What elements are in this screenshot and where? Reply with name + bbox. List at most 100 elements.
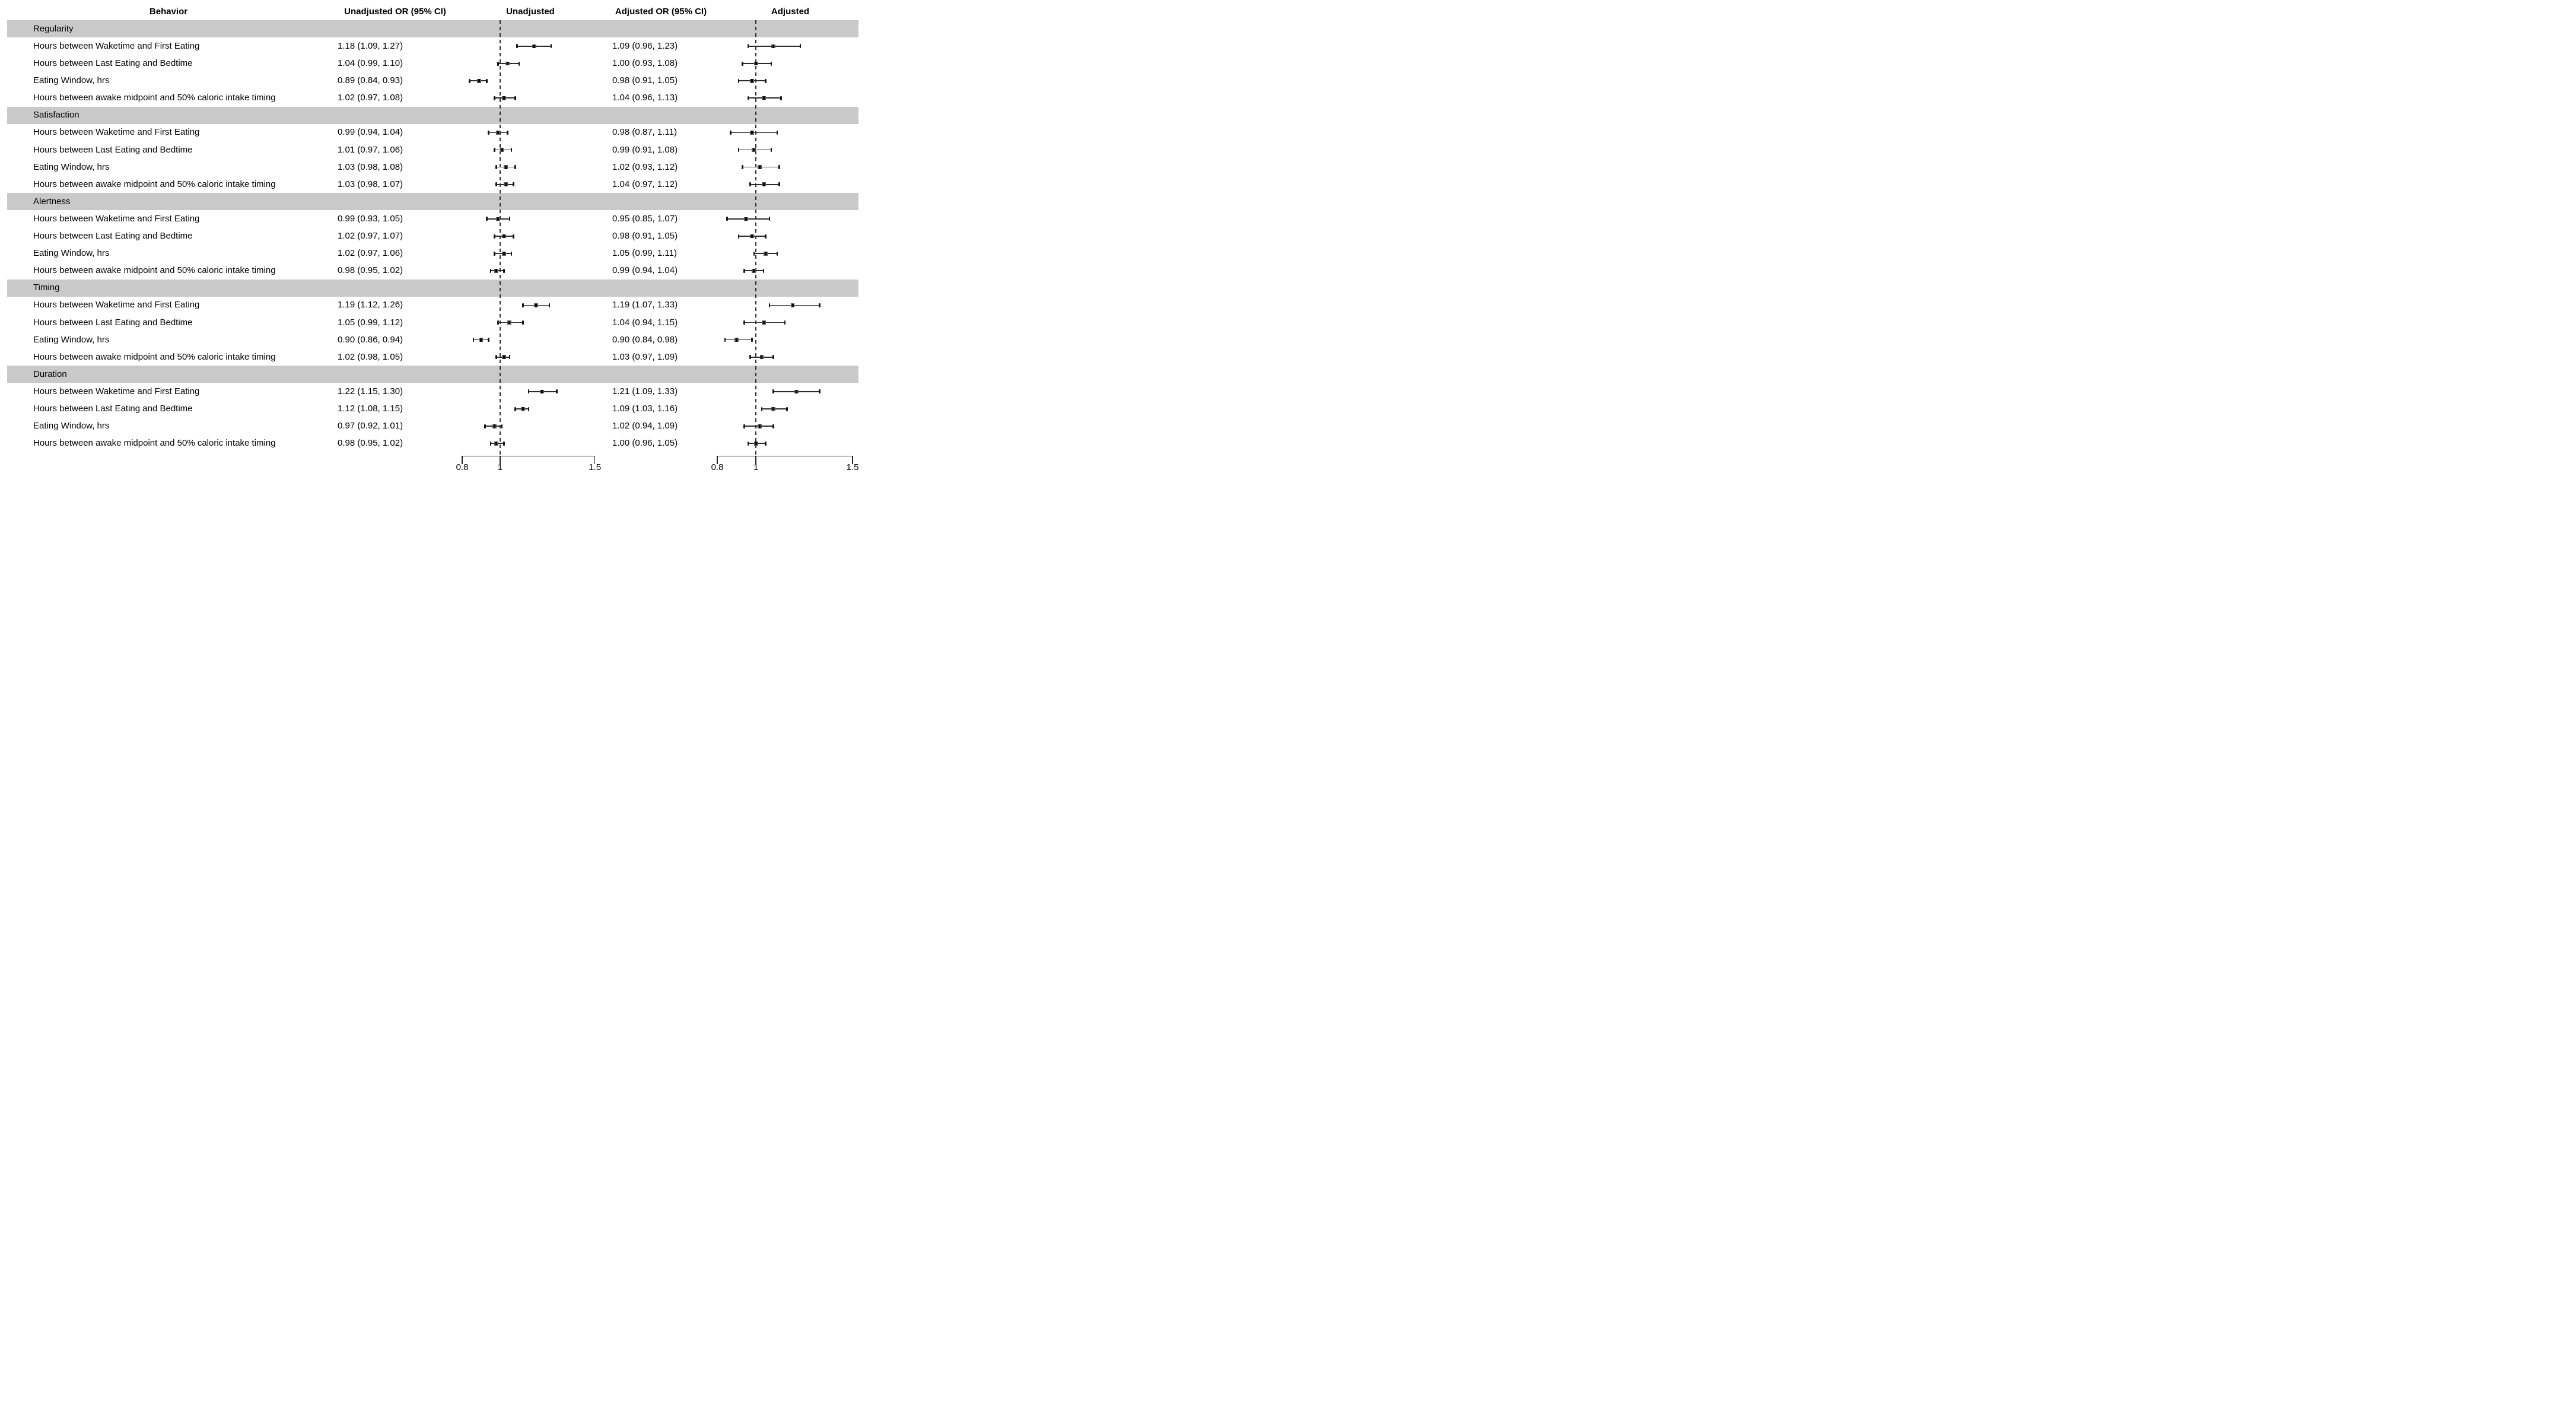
- error-bar-cap-low: [753, 251, 755, 256]
- error-bar-cap-low: [726, 217, 728, 221]
- or-ci-value-unadjusted: 1.12 (1.08, 1.15): [338, 404, 403, 414]
- row-label: Eating Window, hrs: [33, 248, 110, 259]
- or-ci-value-unadjusted: 1.02 (0.97, 1.07): [338, 231, 403, 242]
- x-axis-tick: [594, 456, 596, 464]
- error-bar-cap-low: [747, 441, 749, 446]
- error-bar-cap-high: [765, 78, 767, 83]
- error-bar-cap-high: [508, 355, 511, 360]
- error-bar-cap-low: [494, 234, 495, 239]
- error-bar-cap-low: [516, 44, 518, 49]
- error-bar-cap-low: [768, 303, 771, 307]
- error-bar-cap-low: [749, 355, 751, 360]
- point-estimate-marker-adjusted: [772, 45, 774, 48]
- error-bar-cap-high: [770, 61, 772, 66]
- point-estimate-marker-adjusted: [755, 62, 757, 65]
- error-bar-cap-high: [512, 234, 514, 239]
- or-ci-value-unadjusted: 0.89 (0.84, 0.93): [338, 75, 403, 86]
- point-estimate-marker-adjusted: [751, 131, 753, 135]
- row-label: Eating Window, hrs: [33, 75, 110, 86]
- point-estimate-marker-unadjusted: [535, 303, 538, 307]
- error-bar-cap-low: [469, 78, 471, 83]
- or-ci-value-unadjusted: 0.97 (0.92, 1.01): [338, 421, 403, 431]
- error-bar-cap-high: [819, 389, 820, 394]
- error-bar-cap-low: [514, 407, 516, 411]
- error-bar-cap-low: [489, 441, 492, 446]
- x-axis-tick-label: 1.5: [589, 462, 602, 472]
- point-estimate-marker-adjusted: [753, 148, 755, 152]
- error-bar-cap-high: [784, 320, 786, 325]
- row-label: Hours between Waketime and First Eating: [33, 386, 200, 396]
- section-band: [7, 366, 858, 383]
- error-bar-cap-low: [527, 389, 530, 394]
- x-axis-tick-label: 1: [497, 462, 503, 472]
- point-estimate-marker-unadjusted: [504, 165, 507, 169]
- row-label: Hours between awake midpoint and 50% cal…: [33, 179, 276, 189]
- error-bar-cap-high: [503, 268, 505, 273]
- or-ci-value-adjusted: 0.99 (0.94, 1.04): [612, 265, 678, 276]
- point-estimate-marker-adjusted: [761, 355, 763, 359]
- error-bar-cap-low: [747, 96, 749, 100]
- point-estimate-marker-adjusted: [759, 424, 761, 428]
- or-ci-value-unadjusted: 1.01 (0.97, 1.06): [338, 144, 403, 155]
- error-bar-cap-low: [521, 303, 524, 307]
- error-bar-cap-low: [742, 165, 743, 170]
- error-bar-cap-low: [494, 96, 495, 100]
- error-bar-cap-high: [762, 268, 765, 273]
- or-ci-value-adjusted: 1.19 (1.07, 1.33): [612, 300, 678, 310]
- error-bar-cap-low: [749, 182, 751, 187]
- row-label: Eating Window, hrs: [33, 334, 110, 345]
- column-header-unadjusted-plot: Unadjusted: [506, 7, 555, 17]
- or-ci-value-unadjusted: 0.99 (0.93, 1.05): [338, 213, 403, 224]
- point-estimate-marker-adjusted: [772, 407, 774, 411]
- error-bar-cap-low: [747, 44, 749, 49]
- error-bar-cap-high: [785, 407, 788, 411]
- x-axis-tick-label: 1: [753, 462, 759, 472]
- point-estimate-marker-unadjusted: [495, 269, 497, 273]
- or-ci-value-adjusted: 0.98 (0.87, 1.11): [612, 127, 677, 138]
- or-ci-value-unadjusted: 1.05 (0.99, 1.12): [338, 317, 403, 328]
- section-header-label: Satisfaction: [33, 110, 79, 120]
- forest-plot-figure: Behavior Unadjusted OR (95% CI) Unadjust…: [0, 0, 858, 472]
- error-bar-cap-high: [751, 338, 753, 342]
- point-estimate-marker-adjusted: [736, 338, 738, 342]
- point-estimate-marker-unadjusted: [503, 252, 505, 256]
- section-band: [7, 106, 858, 124]
- or-ci-value-adjusted: 0.95 (0.85, 1.07): [612, 213, 678, 224]
- or-ci-value-adjusted: 0.90 (0.84, 0.98): [612, 334, 678, 345]
- section-header-label: Regularity: [33, 23, 74, 34]
- or-ci-value-adjusted: 1.02 (0.93, 1.12): [612, 161, 678, 172]
- or-ci-value-adjusted: 1.00 (0.93, 1.08): [612, 58, 678, 69]
- section-band: [7, 20, 858, 38]
- or-ci-value-adjusted: 1.00 (0.96, 1.05): [612, 438, 678, 449]
- or-ci-value-adjusted: 0.98 (0.91, 1.05): [612, 75, 678, 86]
- row-label: Hours between awake midpoint and 50% cal…: [33, 438, 276, 449]
- or-ci-value-adjusted: 1.03 (0.97, 1.09): [612, 351, 678, 362]
- section-header-label: Duration: [33, 369, 67, 379]
- point-estimate-marker-unadjusted: [521, 407, 524, 411]
- error-bar-cap-high: [819, 303, 820, 307]
- section-band: [7, 193, 858, 211]
- error-bar-cap-high: [486, 78, 488, 83]
- error-bar-cap-low: [743, 268, 745, 273]
- section-header-label: Alertness: [33, 196, 71, 207]
- error-bar-cap-high: [488, 338, 490, 342]
- point-estimate-marker-adjusted: [753, 269, 755, 273]
- error-bar-cap-low: [472, 338, 475, 342]
- point-estimate-marker-unadjusted: [501, 148, 503, 152]
- row-label: Hours between awake midpoint and 50% cal…: [33, 93, 276, 103]
- row-label: Hours between Last Eating and Bedtime: [33, 404, 193, 414]
- point-estimate-marker-unadjusted: [480, 338, 482, 342]
- error-bar-cap-high: [518, 61, 520, 66]
- error-bar-cap-low: [484, 424, 486, 428]
- column-header-adjusted-plot: Adjusted: [771, 7, 810, 17]
- row-label: Hours between Last Eating and Bedtime: [33, 317, 193, 328]
- error-bar-cap-low: [486, 217, 488, 221]
- row-label: Eating Window, hrs: [33, 161, 110, 172]
- or-ci-value-adjusted: 1.05 (0.99, 1.11): [612, 248, 677, 259]
- error-bar-cap-low: [724, 338, 726, 342]
- error-bar-cap-low: [742, 61, 743, 66]
- column-header-behavior: Behavior: [149, 7, 188, 17]
- or-ci-value-unadjusted: 1.02 (0.97, 1.08): [338, 93, 403, 103]
- point-estimate-marker-adjusted: [751, 234, 753, 238]
- error-bar-cap-high: [510, 251, 513, 256]
